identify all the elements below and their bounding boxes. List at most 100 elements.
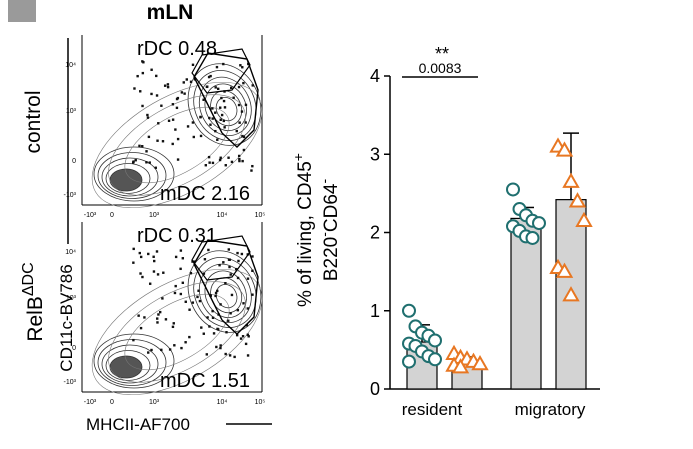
flow-contour-broad xyxy=(124,293,230,371)
data-point-relb xyxy=(451,358,470,374)
bar-y-label-b220-sup: - xyxy=(316,232,332,237)
flow-event-dot xyxy=(236,308,240,312)
flow-event-dot xyxy=(198,299,202,303)
flow-event-dot xyxy=(132,261,135,264)
flow-x-tick-label: 0 xyxy=(110,399,114,406)
flow-x-axis-label: MHCII-AF700 xyxy=(86,415,190,434)
flow-event-dot xyxy=(154,166,157,169)
flow-plot-relb: 10⁴ 10³ 0 -10³ -10³ 0 10³ 10⁴ 10⁵ rDC 0.31 mDC 1.5… xyxy=(64,222,266,406)
flow-event-dot xyxy=(156,317,159,320)
flow-event-dot xyxy=(239,337,243,340)
bar-y-label-main: % of living, CD45 xyxy=(295,161,316,307)
flow-event-dot xyxy=(219,346,222,350)
flow-event-dot xyxy=(230,293,234,297)
flow-event-dot xyxy=(139,255,143,259)
flow-y-tick-label: 0 xyxy=(72,345,76,352)
flow-event-dot xyxy=(153,259,156,263)
flow-contour-lower xyxy=(105,163,151,194)
category-label-migratory: migratory xyxy=(515,400,586,419)
flow-contour-lower xyxy=(93,146,175,202)
flow-event-dot xyxy=(242,135,246,139)
data-point-relb xyxy=(562,172,580,188)
flow-y-axis-label: CD11c-BV786 xyxy=(57,264,76,371)
row-label-relb: RelBΔDC xyxy=(20,262,47,341)
flow-event-dot xyxy=(229,273,232,276)
flow-event-dot xyxy=(176,137,180,141)
flow-event-dot xyxy=(175,106,179,110)
flow-x-tick-label: 10³ xyxy=(149,212,160,219)
flow-contour-broad xyxy=(91,268,263,396)
flow-event-dot xyxy=(237,154,241,158)
flow-event-dot xyxy=(246,277,250,280)
flow-event-dot xyxy=(212,332,216,335)
flow-event-dot xyxy=(133,87,136,90)
flow-event-dot xyxy=(193,260,196,263)
flow-event-dot xyxy=(191,63,195,67)
flow-event-dot xyxy=(167,119,171,122)
flow-event-dot xyxy=(229,312,232,315)
flow-event-dot xyxy=(219,106,222,109)
flow-event-dot xyxy=(238,121,241,124)
flow-event-dot xyxy=(251,269,254,273)
flow-event-dot xyxy=(215,65,219,69)
flow-event-dot xyxy=(241,335,245,338)
flow-event-dot xyxy=(156,139,159,142)
flow-event-dot xyxy=(227,156,230,159)
flow-event-dot xyxy=(176,158,180,161)
panel-title: mLN xyxy=(147,1,194,24)
flow-y-tick-label: -10³ xyxy=(64,379,77,386)
flow-gate-mdc xyxy=(193,239,259,335)
flow-x-tick-label: 10⁵ xyxy=(255,399,266,406)
flow-event-dot xyxy=(186,125,190,128)
bar-y-label-cd64: CD64 xyxy=(321,183,342,232)
flow-event-dot xyxy=(189,80,193,83)
flow-event-dot xyxy=(242,81,245,85)
flow-event-dot xyxy=(218,264,221,267)
row-label-relb-sup: ΔDC xyxy=(20,262,37,296)
flow-event-dot xyxy=(191,301,195,304)
flow-event-dot xyxy=(184,300,187,303)
flow-event-dot xyxy=(155,250,159,253)
flow-event-dot xyxy=(222,119,226,123)
flow-event-dot xyxy=(160,348,163,352)
flow-event-dot xyxy=(139,326,143,330)
flow-event-dot xyxy=(180,346,183,350)
bar-y-tick-label: 3 xyxy=(370,144,380,164)
flow-event-dot xyxy=(228,354,232,357)
flow-event-dot xyxy=(147,135,151,139)
flow-gate-rdc xyxy=(191,235,251,281)
flow-event-dot xyxy=(228,258,231,261)
flow-event-dot xyxy=(206,85,209,88)
flow-event-dot xyxy=(232,96,235,99)
flow-event-dot xyxy=(138,251,141,255)
bar-y-tick-label: 1 xyxy=(370,301,380,321)
flow-event-dot xyxy=(147,252,150,256)
flow-event-dot xyxy=(166,85,170,89)
bar-y-label-cd64-sup: - xyxy=(316,179,332,184)
flow-event-dot xyxy=(223,126,226,129)
bar-y-label-line1: % of living, CD45+ xyxy=(290,153,316,307)
flow-event-dot xyxy=(143,316,146,319)
flow-event-dot xyxy=(156,273,160,276)
flow-event-dot xyxy=(214,291,218,295)
flow-event-dot xyxy=(230,160,234,164)
flow-event-dot xyxy=(209,74,212,78)
flow-event-dot xyxy=(188,335,191,339)
flow-event-dot xyxy=(136,74,139,78)
flow-contour-upper xyxy=(193,70,257,141)
flow-x-tick-label: -10³ xyxy=(84,399,97,406)
flow-contour-upper xyxy=(187,63,262,146)
flow-event-dot xyxy=(214,86,217,89)
flow-y-tick-label: 10³ xyxy=(66,108,77,115)
flow-event-dot xyxy=(240,110,244,113)
flow-event-dot xyxy=(166,83,170,86)
row-label-control: control xyxy=(22,90,45,153)
flow-event-dot xyxy=(132,338,135,342)
flow-mdc-label: mDC 2.16 xyxy=(160,183,250,205)
flow-x-tick-label: 10⁵ xyxy=(255,212,266,219)
flow-event-dot xyxy=(237,85,241,89)
flow-contour-lower xyxy=(101,344,159,384)
data-point-relb xyxy=(575,211,593,228)
bar-chart: % of living, CD45+ B220-CD64- ** 0.0083 … xyxy=(290,44,600,419)
flow-x-tick-label: 10⁴ xyxy=(217,212,228,219)
